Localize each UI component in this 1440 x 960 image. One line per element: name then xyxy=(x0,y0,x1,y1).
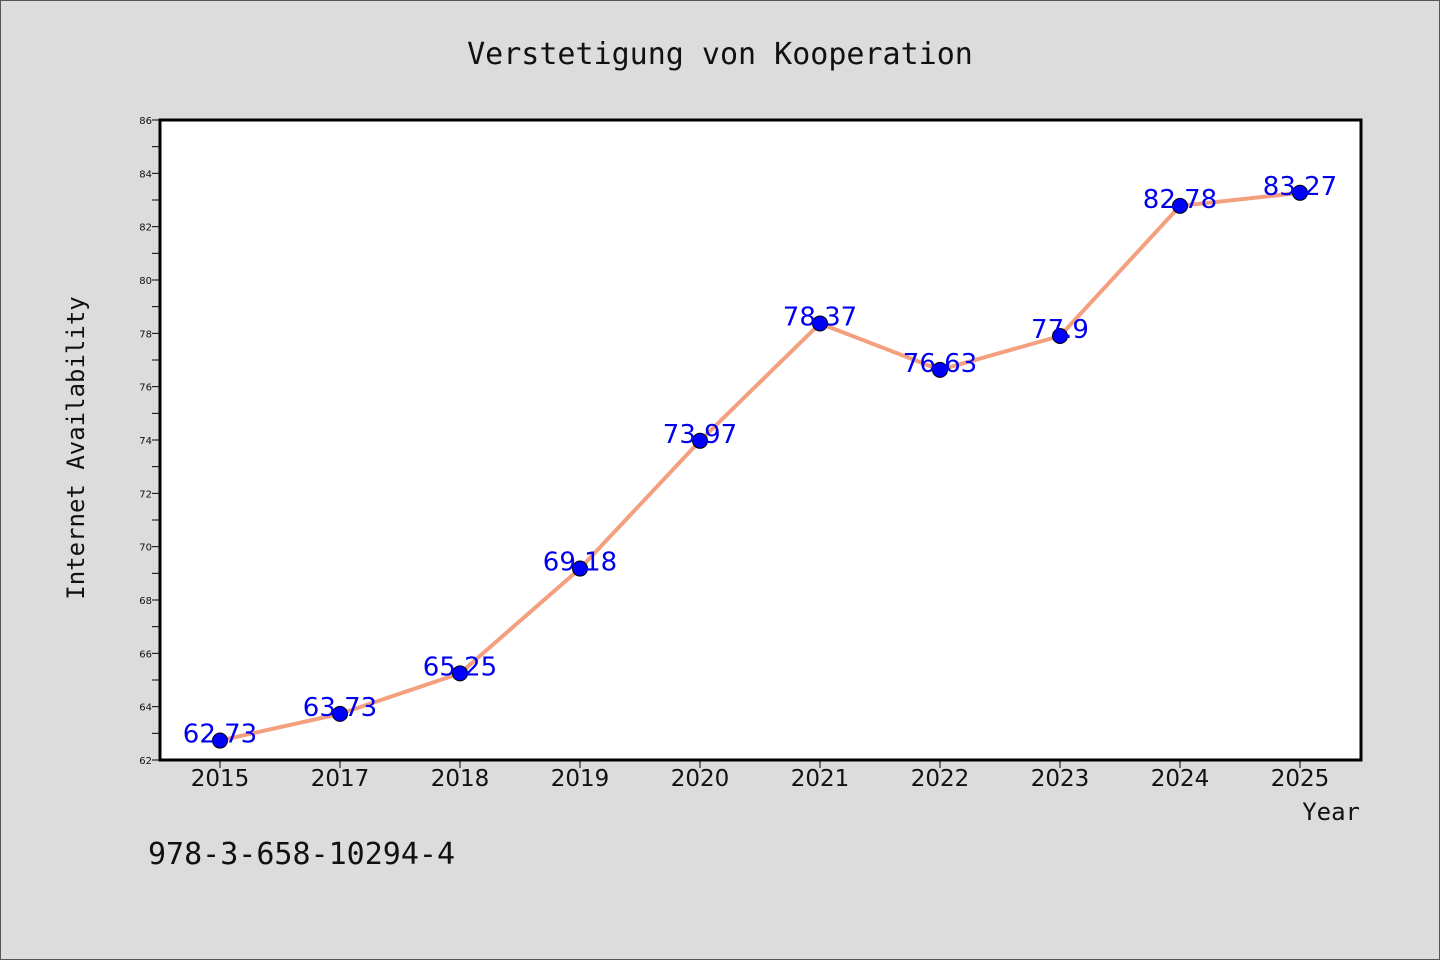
data-label: 63.73 xyxy=(303,693,377,723)
chart-title: Verstetigung von Kooperation xyxy=(467,37,973,72)
data-label: 77.9 xyxy=(1031,315,1089,345)
x-tick-label: 2019 xyxy=(551,766,610,792)
y-axis: 62 64 66 68 70 72 74 76 78 80 82 84 86 xyxy=(139,116,160,767)
data-point xyxy=(932,361,948,378)
data-label: 82.78 xyxy=(1143,185,1217,215)
data-point xyxy=(1052,328,1068,344)
y-tick-label: 80 xyxy=(139,276,152,287)
data-point xyxy=(812,315,828,332)
footer-code: 978-3-658-10294-4 xyxy=(148,837,455,872)
x-axis: 2015 2017 2018 2019 2020 2021 2022 2023 2024 2025 xyxy=(191,760,1330,792)
data-point xyxy=(1172,197,1188,214)
x-tick-label: 2018 xyxy=(431,766,490,792)
plot-area xyxy=(158,118,1363,762)
data-point xyxy=(1292,184,1308,201)
x-tick-label: 2021 xyxy=(791,766,850,792)
y-tick-label: 68 xyxy=(139,596,152,607)
y-tick-label: 64 xyxy=(139,703,152,714)
y-tick-label: 74 xyxy=(139,436,152,447)
data-label: 76.63 xyxy=(903,349,977,379)
data-point xyxy=(332,705,348,722)
x-tick-label: 2023 xyxy=(1031,766,1090,792)
series-line xyxy=(219,190,1301,743)
data-point xyxy=(452,665,468,682)
y-tick-label: 66 xyxy=(139,649,152,660)
x-tick-label: 2015 xyxy=(191,766,250,792)
data-label: 69.18 xyxy=(543,548,617,578)
x-axis-label: Year xyxy=(1302,798,1360,826)
data-label: 83.27 xyxy=(1263,172,1337,202)
x-tick-label: 2017 xyxy=(311,766,370,792)
data-point xyxy=(572,560,588,577)
y-tick-label: 84 xyxy=(139,169,152,180)
y-axis-label: Internet Availability xyxy=(62,296,90,599)
series-layer: 62.73 63.73 65.25 69.18 73.97 78.37 76.63 77.9 8… xyxy=(183,172,1337,750)
y-tick-label: 70 xyxy=(139,543,152,554)
x-tick-label: 2025 xyxy=(1271,766,1330,792)
data-label: 73.97 xyxy=(663,420,737,450)
data-label: 65.25 xyxy=(423,652,497,682)
x-tick-label: 2024 xyxy=(1151,766,1210,792)
y-tick-label: 72 xyxy=(139,489,152,500)
y-tick-label: 62 xyxy=(139,756,152,767)
y-tick-label: 82 xyxy=(139,223,152,234)
x-tick-label: 2022 xyxy=(911,766,970,792)
data-point xyxy=(692,432,708,449)
y-tick-label: 78 xyxy=(139,329,152,340)
data-point xyxy=(212,732,228,749)
y-tick-label: 86 xyxy=(139,116,152,127)
x-tick-label: 2020 xyxy=(671,766,730,792)
data-label: 62.73 xyxy=(183,720,257,750)
data-label: 78.37 xyxy=(783,302,857,332)
y-tick-label: 76 xyxy=(139,383,152,394)
